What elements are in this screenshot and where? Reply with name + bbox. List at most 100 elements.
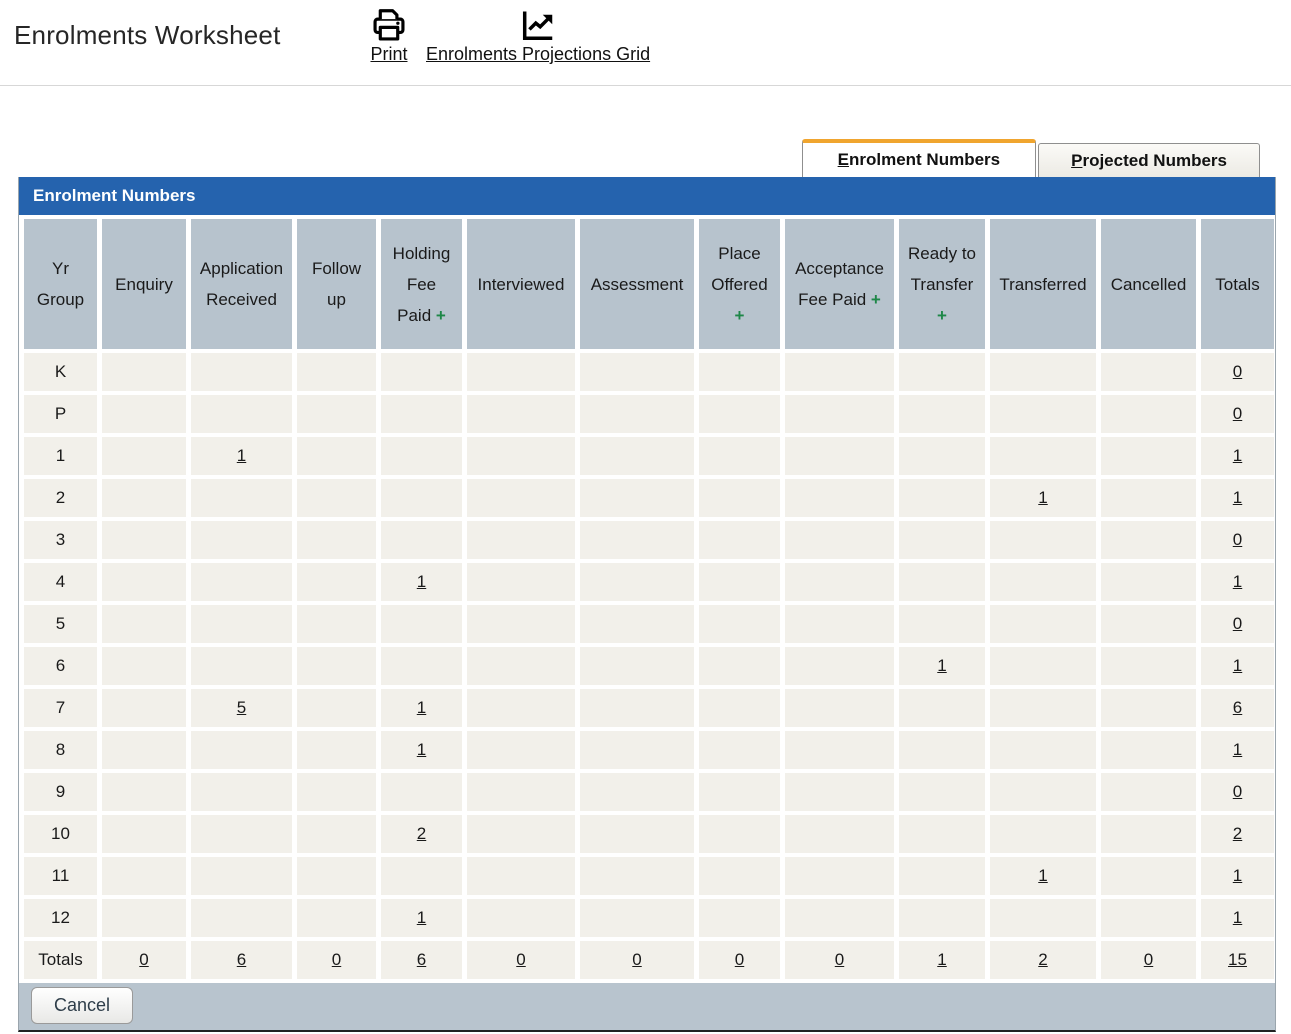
count-link[interactable]: 1 <box>937 950 947 969</box>
add-enrolment-plus-icon[interactable]: + <box>435 305 446 325</box>
count-link[interactable]: 0 <box>1232 362 1243 381</box>
count-cell <box>297 521 376 559</box>
count-cell: 0 <box>699 941 780 979</box>
add-enrolment-plus-icon[interactable]: + <box>734 305 745 325</box>
count-link[interactable]: 6 <box>1232 698 1243 717</box>
count-cell <box>467 731 575 769</box>
count-link[interactable]: 0 <box>516 950 526 969</box>
count-cell <box>297 353 376 391</box>
count-cell <box>467 395 575 433</box>
count-cell <box>899 605 985 643</box>
count-link[interactable]: 5 <box>236 698 247 717</box>
count-cell <box>899 857 985 895</box>
count-cell <box>102 521 186 559</box>
count-link[interactable]: 0 <box>1143 950 1154 969</box>
count-cell <box>297 899 376 937</box>
count-link[interactable]: 1 <box>1038 488 1048 507</box>
year-row: 1 1 1 <box>24 437 1274 475</box>
count-link[interactable]: 1 <box>1232 446 1243 465</box>
count-cell: 0 <box>1101 941 1196 979</box>
count-cell <box>467 857 575 895</box>
count-cell <box>467 773 575 811</box>
tab-strip: Enrolment Numbers Projected Numbers <box>18 139 1260 177</box>
count-cell <box>1101 773 1196 811</box>
count-link[interactable]: 1 <box>1232 488 1243 507</box>
count-link[interactable]: 1 <box>1232 740 1243 759</box>
count-cell <box>467 815 575 853</box>
count-cell <box>381 605 462 643</box>
count-link[interactable]: 1 <box>1232 572 1243 591</box>
print-button[interactable]: Print <box>370 6 408 65</box>
tab-projected-numbers[interactable]: Projected Numbers <box>1038 143 1260 177</box>
count-cell <box>990 395 1096 433</box>
count-cell <box>102 815 186 853</box>
count-link[interactable]: 0 <box>1232 614 1243 633</box>
count-link[interactable]: 15 <box>1228 950 1247 969</box>
count-link[interactable]: 0 <box>632 950 642 969</box>
count-cell <box>1101 395 1196 433</box>
count-cell <box>990 647 1096 685</box>
count-link[interactable]: 2 <box>1232 824 1243 843</box>
count-link[interactable]: 0 <box>331 950 342 969</box>
count-cell <box>297 479 376 517</box>
yr-group-cell: 3 <box>24 521 97 559</box>
count-cell <box>699 395 780 433</box>
count-link[interactable]: 0 <box>1232 782 1243 801</box>
total-cell: 1 <box>1201 647 1274 685</box>
count-link[interactable]: 1 <box>416 740 427 759</box>
count-link[interactable]: 1 <box>236 446 247 465</box>
tab-enrolment-numbers[interactable]: Enrolment Numbers <box>801 139 1037 177</box>
count-cell <box>699 857 780 895</box>
count-link[interactable]: 1 <box>1232 866 1243 885</box>
count-cell <box>297 563 376 601</box>
count-link[interactable]: 6 <box>416 950 427 969</box>
count-link[interactable]: 1 <box>1232 908 1243 927</box>
count-link[interactable]: 2 <box>416 824 427 843</box>
count-cell: 0 <box>580 941 694 979</box>
count-cell <box>899 521 985 559</box>
column-header: Place Offered + <box>699 219 780 349</box>
count-cell: 1 <box>381 563 462 601</box>
total-cell: 6 <box>1201 689 1274 727</box>
count-cell <box>467 605 575 643</box>
count-cell <box>1101 353 1196 391</box>
column-header: Totals <box>1201 219 1274 349</box>
count-cell <box>297 437 376 475</box>
count-cell <box>381 479 462 517</box>
count-link[interactable]: 1 <box>1038 866 1048 885</box>
count-link[interactable]: 0 <box>834 950 845 969</box>
column-header: Assessment <box>580 219 694 349</box>
count-link[interactable]: 1 <box>937 656 947 675</box>
count-link[interactable]: 1 <box>1232 656 1243 675</box>
count-link[interactable]: 2 <box>1038 950 1048 969</box>
count-link[interactable]: 0 <box>734 950 745 969</box>
cancel-button[interactable]: Cancel <box>31 987 134 1024</box>
count-link[interactable]: 6 <box>236 950 247 969</box>
add-enrolment-plus-icon[interactable]: + <box>937 305 947 325</box>
count-link[interactable]: 1 <box>416 698 427 717</box>
count-cell <box>785 857 894 895</box>
count-link[interactable]: 0 <box>139 950 149 969</box>
count-cell <box>1101 563 1196 601</box>
count-cell <box>699 605 780 643</box>
yr-group-cell: 6 <box>24 647 97 685</box>
count-cell <box>1101 605 1196 643</box>
app-header: Enrolments Worksheet Print En <box>0 0 1291 86</box>
count-cell <box>191 773 292 811</box>
count-cell <box>580 899 694 937</box>
count-cell <box>990 521 1096 559</box>
count-link[interactable]: 1 <box>416 908 427 927</box>
count-link[interactable]: 1 <box>416 572 427 591</box>
count-cell <box>990 773 1096 811</box>
projections-grid-button[interactable]: Enrolments Projections Grid <box>426 6 650 65</box>
count-cell <box>102 647 186 685</box>
count-link[interactable]: 0 <box>1232 530 1243 549</box>
count-cell: 0 <box>297 941 376 979</box>
count-cell <box>699 815 780 853</box>
print-icon <box>370 6 408 44</box>
count-cell <box>191 605 292 643</box>
count-cell <box>580 773 694 811</box>
count-link[interactable]: 0 <box>1232 404 1243 423</box>
add-enrolment-plus-icon[interactable]: + <box>870 290 881 309</box>
